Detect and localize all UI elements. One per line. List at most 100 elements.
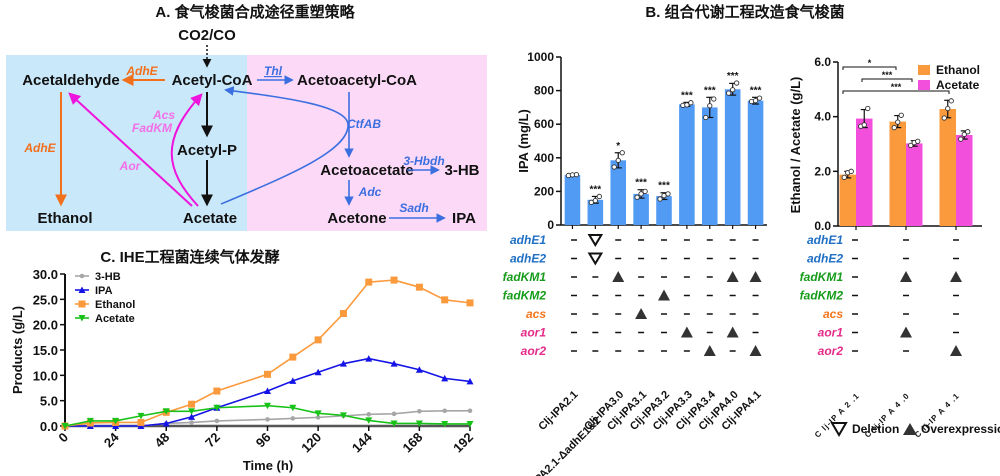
data-point-acetate (61, 423, 69, 430)
overexpression-icon (749, 271, 762, 282)
replicate-point (657, 196, 663, 202)
legend-label-ipa: IPA (95, 285, 113, 297)
significance-bracket (861, 78, 913, 82)
data-point-ipa (390, 360, 398, 367)
gene-label-fadkm1: fadKM1 (800, 270, 844, 284)
node-ethanol: Ethanol (38, 210, 93, 227)
legend-label-ethanol: Ethanol (936, 63, 980, 77)
data-point-3-hb (265, 417, 270, 422)
bar (564, 174, 581, 225)
overexpression-icon (635, 308, 648, 319)
data-point-ipa (441, 374, 449, 382)
significance-label: *** (589, 184, 601, 195)
bar (656, 196, 672, 225)
node-3hb: 3-HB (444, 162, 479, 179)
data-point-acetate (365, 417, 373, 424)
y-tick-label: 0 (547, 218, 554, 232)
overexpression-icon (612, 271, 625, 282)
significance-label: *** (882, 70, 893, 80)
significance-bracket (842, 90, 950, 94)
category-label: Clj-IPA2.1 (536, 389, 580, 433)
overexpression-icon (726, 326, 739, 338)
node-co2-co: CO2/CO (178, 27, 236, 44)
panel-c-xlabel: Time (h) (243, 458, 293, 473)
bar-ethanol (889, 121, 906, 226)
replicate-point (898, 112, 904, 118)
gene-label-acs: acs (526, 307, 546, 321)
y-tick-label: 200 (534, 184, 554, 198)
y-tick-label: 400 (534, 151, 554, 165)
replicate-point (865, 105, 871, 112)
y-tick-label: 2.0 (814, 164, 831, 178)
data-point-3-hb (417, 409, 422, 414)
replicate-point (726, 90, 732, 96)
y-tick-label: 4.0 (814, 110, 831, 124)
node-acetate: Acetate (183, 210, 237, 227)
data-point-3-hb (442, 408, 447, 414)
replicate-point (945, 105, 951, 112)
legend-marker-3-hb (79, 273, 85, 279)
replicate-point (684, 102, 690, 108)
replicate-point (615, 157, 621, 163)
panel-b-title: B. 组合代谢工程改造食气梭菌 (645, 3, 844, 21)
overexpression-icon (950, 345, 962, 356)
replicate-point (688, 100, 694, 106)
node-acetone: Acetone (327, 210, 386, 227)
bar (747, 100, 764, 225)
data-point-3-hb (189, 420, 194, 425)
data-point-ethanol (390, 276, 398, 284)
gene-label-acs: acs (823, 307, 843, 321)
y-tick-label: 25.0 (33, 292, 58, 307)
gene-label-aor1: aor1 (818, 326, 844, 340)
overexpression-icon (726, 271, 739, 282)
significance-label: *** (658, 181, 670, 192)
enzyme-fadkm: FadKM (132, 121, 173, 135)
enzyme-adhe-top: AdhE (125, 64, 158, 78)
data-point-acetate (289, 404, 297, 412)
replicate-point (638, 191, 644, 197)
x-tick-label: 168 (400, 430, 426, 456)
overexpression-icon (680, 326, 693, 338)
data-point-3-hb (366, 412, 372, 417)
panel-c-title: C. IHE工程菌连续气体发酵 (100, 248, 279, 266)
legend-overexpression-label: Overexpression (921, 422, 1000, 436)
replicate-point (961, 131, 967, 138)
replicate-point (611, 164, 617, 170)
node-acetyl-p: Acetyl-P (177, 142, 237, 159)
replicate-point (941, 115, 947, 121)
bar (701, 107, 718, 225)
significance-label: *** (727, 71, 739, 82)
data-point-ethanol (213, 387, 221, 395)
deletion-icon (830, 422, 848, 437)
y-tick-label: 6.0 (814, 55, 831, 69)
deletion-icon (587, 234, 604, 247)
data-point-acetate (213, 404, 221, 412)
data-point-acetate (264, 402, 271, 410)
panel-c-ylabel: Products (g/L) (10, 306, 25, 394)
y-tick-label: 1000 (527, 50, 554, 64)
y-tick-label: 800 (534, 84, 554, 98)
significance-label: *** (750, 85, 762, 96)
enzyme-thl: Thl (264, 64, 283, 78)
data-point-ethanol (314, 336, 322, 344)
panel-c-line-chart: C. IHE工程菌连续气体发酵 Products (g/L) Time (h) … (10, 248, 476, 473)
legend-swatch-acetate (918, 80, 930, 90)
node-ipa: IPA (452, 210, 476, 227)
replicate-point (958, 136, 964, 142)
data-point-ethanol (188, 400, 196, 408)
panel-b-ea-ylabel: Ethanol / Acetate (g/L) (788, 77, 803, 214)
bar (633, 193, 649, 225)
enzyme-acs: Acs (152, 108, 175, 122)
panel-b-ipa-bar-chart: B. 组合代谢工程改造食气梭菌 IPA (mg/L) 0 200 400 600 800… (503, 3, 845, 476)
replicate-point (734, 80, 740, 86)
gene-label-fadkm1: fadKM1 (503, 270, 547, 284)
data-point-ipa (415, 366, 423, 373)
replicate-point (642, 188, 648, 195)
x-tick-label: 24 (101, 429, 122, 450)
data-point-acetate (441, 420, 449, 428)
node-acetaldehyde: Acetaldehyde (22, 72, 120, 89)
bar-acetate (956, 134, 973, 226)
replicate-point (707, 103, 713, 109)
x-tick-label: 120 (298, 430, 324, 456)
